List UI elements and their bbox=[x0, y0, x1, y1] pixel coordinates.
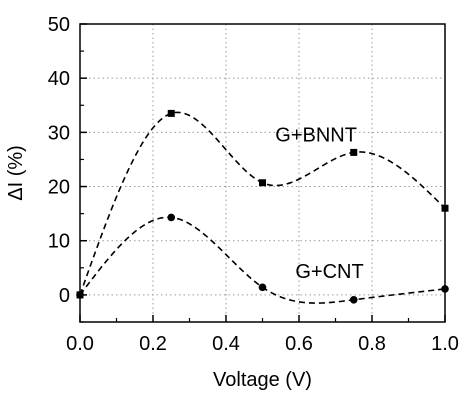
curves bbox=[79, 111, 446, 304]
y-tick-label: 50 bbox=[48, 14, 70, 36]
y-tick-label: 10 bbox=[48, 231, 70, 253]
data-point-circle bbox=[167, 213, 176, 222]
markers bbox=[76, 109, 449, 304]
series-label-g-cnt: G+CNT bbox=[295, 261, 363, 283]
y-tick-label: 0 bbox=[59, 285, 70, 307]
y-tick-label: 40 bbox=[48, 68, 70, 90]
series-curve-0 bbox=[79, 111, 446, 296]
x-tick-label: 0.4 bbox=[212, 333, 240, 355]
ticks bbox=[79, 23, 446, 323]
x-tick-label: 0.6 bbox=[285, 333, 313, 355]
data-point-circle bbox=[349, 295, 358, 304]
y-axis-title: ΔI (%) bbox=[5, 145, 27, 201]
x-tick-label: 0.2 bbox=[139, 333, 167, 355]
data-point-square bbox=[259, 179, 266, 187]
plot-frame bbox=[79, 23, 446, 323]
data-point-square bbox=[350, 148, 358, 156]
x-tick-label: 0.0 bbox=[66, 333, 94, 355]
x-tick-label: 0.8 bbox=[358, 333, 386, 355]
y-tick-label: 30 bbox=[48, 122, 70, 144]
series-label-g-bnnt: G+BNNT bbox=[275, 125, 357, 147]
x-axis-title: Voltage (V) bbox=[213, 369, 312, 391]
y-tick-label: 20 bbox=[48, 177, 70, 199]
grid bbox=[80, 24, 445, 322]
data-point-circle bbox=[258, 283, 267, 292]
x-tick-label: 1.0 bbox=[431, 333, 459, 355]
data-point-square bbox=[167, 109, 175, 117]
tick-labels: 0.0 0.2 0.4 0.6 0.8 1.0 0 10 20 30 40 50 bbox=[48, 14, 459, 355]
